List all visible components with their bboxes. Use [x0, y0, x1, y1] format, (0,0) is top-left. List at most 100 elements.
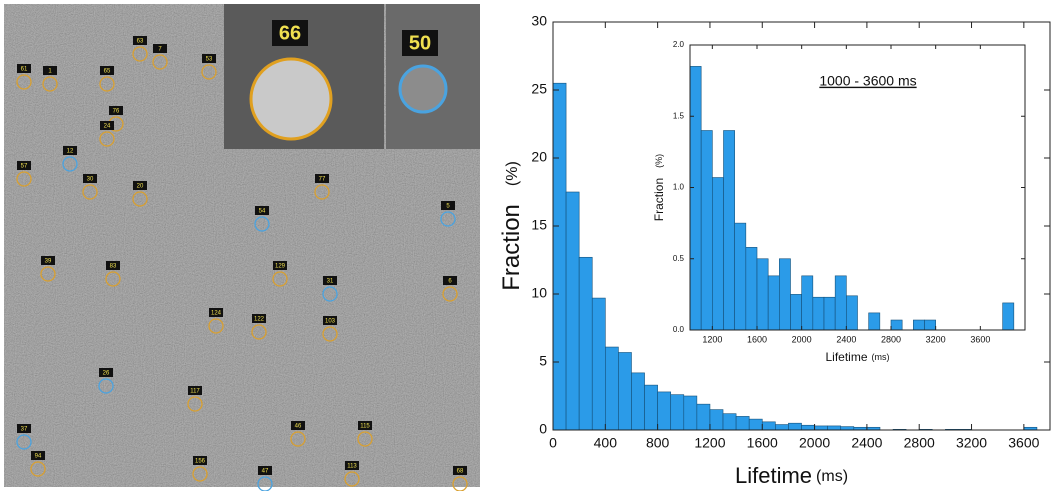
- y-tick-label: 0.0: [673, 325, 685, 334]
- histogram-bar: [841, 427, 854, 430]
- y-tick-label: 1.0: [673, 183, 685, 192]
- histogram-bar: [723, 414, 736, 430]
- histogram-bar: [658, 392, 671, 430]
- histogram-bar: [891, 320, 902, 330]
- particle-label: 94: [35, 454, 42, 460]
- x-tick-label: 3200: [956, 435, 987, 451]
- particle-label: 12: [67, 149, 74, 155]
- particle-label: 76: [113, 109, 120, 115]
- histogram-bar: [710, 410, 723, 430]
- x-tick-label: 2800: [904, 435, 935, 451]
- histogram-bar: [701, 131, 712, 331]
- x-tick-label: 2000: [792, 334, 812, 344]
- histogram-bar: [697, 404, 710, 430]
- micrograph: [4, 4, 480, 487]
- histogram-bar: [684, 396, 697, 430]
- histogram-bar: [815, 426, 828, 430]
- figure: 6650637536116576241257302054775398312931…: [0, 0, 1055, 491]
- x-tick-label: 1600: [747, 435, 778, 451]
- particle-label: 129: [275, 264, 286, 270]
- y-axis-label-unit: (%): [654, 154, 664, 168]
- particle-label: 37: [21, 427, 28, 433]
- histogram-bar: [592, 298, 605, 430]
- histogram-bar: [813, 297, 824, 330]
- histogram-bar: [779, 259, 790, 330]
- histogram-bar: [746, 247, 757, 330]
- particle-label: 68: [457, 469, 464, 475]
- histogram-bar: [788, 423, 801, 430]
- x-tick-label: 3200: [926, 334, 946, 344]
- histogram-bar: [775, 425, 788, 430]
- x-tick-label: 1200: [702, 334, 722, 344]
- histogram-bar: [553, 83, 566, 430]
- particle-label: 57: [21, 164, 28, 170]
- y-tick-label: 5: [539, 353, 547, 369]
- x-tick-label: 2400: [836, 334, 856, 344]
- histogram-bar: [824, 297, 835, 330]
- x-tick-label: 400: [594, 435, 618, 451]
- histogram-bar: [835, 276, 846, 330]
- y-tick-label: 25: [531, 81, 547, 97]
- particle-label: 124: [211, 311, 222, 317]
- histogram-bar: [768, 276, 779, 330]
- particle-label: 53: [206, 57, 213, 63]
- histogram-bar: [913, 320, 924, 330]
- y-axis-label-text: Fraction: [498, 204, 525, 291]
- histogram-bar: [566, 192, 579, 430]
- histogram-bar: [762, 422, 775, 430]
- x-tick-label: 2800: [881, 334, 901, 344]
- particle-label: 54: [259, 209, 266, 215]
- y-tick-label: 2.0: [673, 40, 685, 49]
- histogram-bar: [828, 426, 841, 430]
- histogram-bar: [1003, 303, 1014, 330]
- particle-label: 77: [319, 177, 326, 183]
- particle-label: 117: [190, 389, 200, 395]
- y-axis-label-text: Fraction: [652, 178, 666, 221]
- y-tick-label: 0: [539, 421, 547, 437]
- histogram-bar: [869, 313, 880, 330]
- histogram-bar: [802, 425, 815, 430]
- histogram-bar: [579, 257, 592, 430]
- x-tick-label: 3600: [970, 334, 990, 344]
- histogram-bar: [724, 131, 735, 331]
- histogram-bar: [802, 276, 813, 330]
- zoom-label: 66: [279, 22, 301, 44]
- histogram-bar: [645, 385, 658, 430]
- x-axis-label: Lifetime(ms): [735, 463, 848, 488]
- zoom-label: 50: [409, 32, 431, 54]
- histogram-bar: [791, 294, 802, 330]
- inset-title: 1000 - 3600 ms: [819, 73, 916, 89]
- y-axis-label: Fraction (%): [652, 154, 666, 221]
- histogram-bar: [631, 373, 644, 430]
- histogram-bar: [618, 352, 631, 430]
- particle-label: 65: [104, 69, 111, 75]
- x-tick-label: 2400: [851, 435, 882, 451]
- x-tick-label: 800: [646, 435, 670, 451]
- histogram-bar: [735, 223, 746, 330]
- y-tick-label: 30: [531, 13, 547, 29]
- particle-label: 24: [104, 124, 111, 130]
- y-tick-label: 10: [531, 285, 547, 301]
- particle-label: 30: [87, 177, 94, 183]
- particle-label: 156: [195, 459, 206, 465]
- particle-label: 26: [103, 371, 110, 377]
- particle-label: 46: [295, 424, 302, 430]
- y-tick-label: 0.5: [673, 254, 685, 263]
- x-axis-label: Lifetime (ms): [825, 350, 889, 364]
- histogram-bar: [749, 419, 762, 430]
- x-tick-label: 1200: [694, 435, 725, 451]
- y-axis-label-unit: (%): [504, 161, 521, 186]
- particle-label: 63: [137, 39, 144, 45]
- particle-label: 61: [21, 67, 28, 73]
- y-tick-label: 15: [531, 217, 547, 233]
- x-axis-label-unit: (ms): [872, 352, 890, 362]
- x-tick-label: 2000: [799, 435, 830, 451]
- particle-label: 47: [262, 469, 269, 475]
- x-tick-label: 3600: [1008, 435, 1039, 451]
- particle-label: 83: [110, 264, 117, 270]
- histogram-bar: [757, 259, 768, 330]
- x-axis-label-text: Lifetime: [825, 350, 867, 364]
- particle-label: 20: [137, 184, 144, 190]
- y-tick-label: 1.5: [673, 111, 685, 120]
